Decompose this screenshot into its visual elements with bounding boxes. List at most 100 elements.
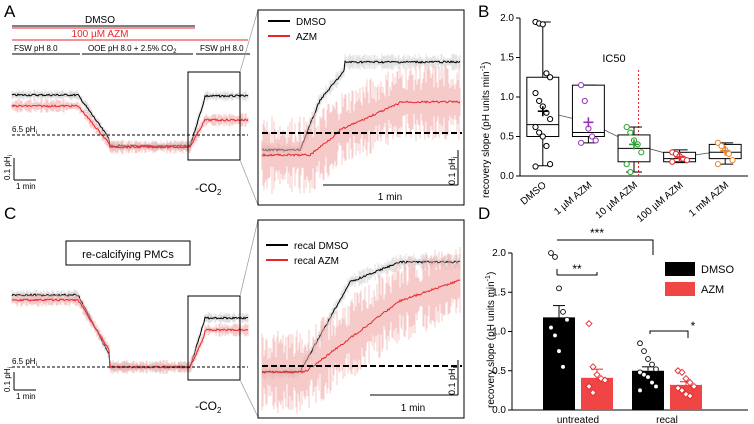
- panel-d-point: [552, 254, 558, 260]
- panel-b-ytick-label: 0.5: [500, 132, 514, 143]
- panel-d-point: [686, 378, 694, 387]
- panel-b-point: [532, 163, 539, 170]
- panel-b-letter: B: [478, 2, 489, 21]
- panel-d-point: [585, 320, 593, 328]
- panel-d-point: [653, 366, 659, 373]
- panel-b-xtick-label: 1 µM AZM: [552, 180, 594, 218]
- panel-b-point: [532, 89, 539, 97]
- panel-d-legend-azm: AZM: [701, 284, 724, 296]
- panel-c-legend-dmso: recal DMSO: [294, 241, 349, 252]
- panel-a-dmso-trace: [11, 93, 249, 149]
- panel-b-xtick-label: 100 µM AZM: [635, 180, 686, 225]
- panel-a-trace: [11, 89, 249, 154]
- panel-c-azm-trace: [11, 298, 249, 369]
- panel-b-point: [578, 139, 585, 146]
- panel-c-letter: C: [4, 204, 16, 223]
- panel-d-point: [682, 374, 690, 383]
- panel-b-point: [729, 157, 736, 164]
- panel-c-co2-label: -CO2: [195, 399, 222, 415]
- panel-b-point: [714, 161, 722, 168]
- panel-d-point: [556, 348, 562, 354]
- panel-d-point: [641, 348, 647, 354]
- panel-c-ph-ref: 6.5 pHi: [12, 357, 37, 368]
- panel-b-point: [683, 157, 690, 164]
- panel-b-point: [536, 97, 543, 105]
- panel-d-point: [690, 382, 698, 391]
- panel-d-point: [686, 392, 694, 400]
- panel-c-box-label: re-calcifying PMCs: [82, 249, 174, 261]
- panel-b-ytick-label: 1.5: [500, 53, 514, 64]
- panel-c-box: [65, 240, 191, 266]
- panel-b-point: [718, 142, 725, 150]
- panel-a-scale-x: 1 min: [16, 182, 36, 191]
- panel-d-point: [589, 363, 597, 371]
- panel-d-legend-dmso-swatch: [665, 262, 695, 276]
- panel-d-point: [649, 379, 655, 386]
- panel-b-point: [578, 82, 585, 89]
- panel-a-scale-y: 0.1 pHi: [3, 155, 14, 180]
- panel-d-legend-dmso: DMSO: [701, 264, 734, 276]
- panel-c-zoom-frame: [257, 219, 465, 419]
- panel-d-bracket-2: [557, 239, 654, 255]
- panel-d-sig-2: ***: [590, 226, 604, 240]
- panel-d-point: [649, 361, 655, 368]
- panel-b-ytick-label: 2.0: [500, 13, 514, 24]
- panel-d-point: [589, 389, 597, 397]
- panel-a-ph-ref: 6.5 pHi: [12, 125, 37, 136]
- panel-c-zoom-connector-bottom: [239, 379, 259, 418]
- panel-d-xtick-label: untreated: [557, 415, 599, 424]
- panel-d-point: [637, 387, 643, 394]
- panel-a-dmso-bar-label: DMSO: [85, 15, 115, 26]
- panel-c-scale-x: 1 min: [16, 392, 36, 401]
- panel-b-chart: 0.0 0.5 1.0 1.5 2.0 DMSO 1 µM AZM 10 µM AZM100 …: [500, 13, 748, 225]
- panel-b-ytick-label: 0.0: [500, 171, 514, 182]
- panel-b-point: [543, 142, 550, 150]
- panel-c-trace: [11, 289, 249, 374]
- panel-c-zoom-scale-y: 0.1 pHi: [447, 366, 459, 395]
- panel-a-zoom-azm: [261, 100, 461, 157]
- panel-d-point: [552, 332, 558, 339]
- panel-b-point: [546, 161, 554, 168]
- panel-d-point: [548, 324, 554, 331]
- panel-d-sig-3: *: [691, 319, 696, 333]
- panel-a-zoom-connector-bottom: [239, 159, 259, 206]
- panel-a-legend-dmso: DMSO: [296, 17, 326, 28]
- panel-c-zoom-scale-x: 1 min: [401, 403, 425, 414]
- panel-a-legend-azm: AZM: [296, 32, 317, 43]
- panel-d-ytick-label: 0.0: [492, 405, 506, 416]
- panel-a-letter: A: [4, 2, 16, 21]
- panel-c-zoom-box: [187, 295, 241, 381]
- panel-b-point: [588, 133, 596, 140]
- panel-b-point: [725, 150, 732, 157]
- panel-d-chart: 0.0 0.5 1.0 1.5 2.0 untreated recal: [492, 239, 748, 424]
- panel-d-point: [593, 371, 601, 379]
- panel-d-letter: D: [478, 204, 490, 223]
- panel-a-zoom-box: [187, 71, 241, 161]
- panel-b-ylabel: recovery slope (pH units min-1): [480, 62, 492, 198]
- panel-a-zoom-trace: [261, 53, 461, 195]
- panel-d-point: [645, 374, 651, 380]
- panel-a-condition-3: FSW pH 8.0: [200, 44, 244, 53]
- panel-d-ytick-label: 2.0: [492, 248, 506, 259]
- panel-c-zoom-azm: [261, 279, 461, 374]
- panel-b-xtick-label: 1 mM AZM: [687, 180, 731, 220]
- panel-a-azm-bar-label: 100 µM AZM: [72, 29, 129, 40]
- panel-b-point: [546, 74, 554, 81]
- panel-b-point: [623, 123, 630, 131]
- panel-d-bar: [581, 377, 613, 410]
- panel-d-point: [678, 368, 686, 376]
- panel-d-bar: [543, 317, 575, 410]
- panel-a-zoom-connector-top: [239, 9, 259, 73]
- panel-c-zoom-connector-top: [239, 219, 259, 297]
- panel-a-co2-label: -CO2: [195, 181, 222, 197]
- panel-c-scale-y: 0.1 pHi: [3, 367, 14, 392]
- panel-d-point: [637, 340, 643, 347]
- panel-d-point: [678, 386, 686, 395]
- panel-d-point: [560, 363, 566, 370]
- panel-b-point: [543, 70, 550, 77]
- panel-b-point: [627, 129, 634, 136]
- panel-d-ytick-label: 1.0: [492, 327, 506, 338]
- panel-a-condition-1: FSW pH 8.0: [14, 44, 58, 53]
- panel-a-zoom-scale-y: 0.1 pHi: [447, 156, 459, 185]
